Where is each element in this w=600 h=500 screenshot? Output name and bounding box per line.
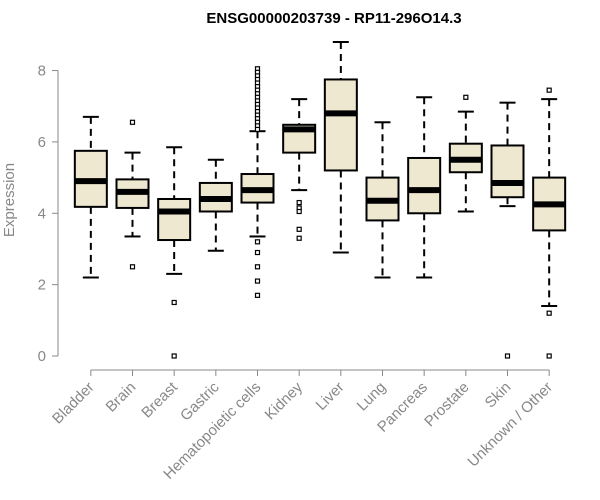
outlier-11-0	[546, 87, 552, 93]
x-tick-label-0: Bladder	[49, 379, 98, 428]
outlier-4-21	[254, 278, 261, 284]
y-tick-label-4: 8	[38, 63, 46, 80]
outlier-1-1	[129, 264, 136, 270]
outlier-5-3	[296, 226, 302, 232]
outlier-9-0	[463, 94, 469, 100]
outlier-4-22	[254, 292, 261, 298]
outlier-2-1	[171, 353, 177, 359]
x-tick-label-1: Brain	[103, 379, 140, 416]
box-5	[282, 98, 317, 241]
y-tick-label-1: 2	[38, 277, 46, 294]
box-rect-2	[157, 198, 192, 242]
box-4	[240, 66, 275, 298]
box-1	[115, 119, 150, 270]
box-6	[323, 41, 358, 254]
outlier-5-0	[296, 199, 302, 206]
outlier-2-0	[171, 299, 177, 306]
outlier-1-0	[129, 119, 136, 125]
outlier-4-18	[254, 239, 261, 245]
x-tick-label-10: Skin	[482, 379, 515, 412]
x-tick-label-7: Lung	[354, 379, 390, 415]
box-0	[73, 115, 108, 279]
y-tick-label-3: 6	[38, 134, 46, 151]
outlier-11-2	[546, 353, 552, 359]
y-tick-label-0: 0	[38, 348, 46, 365]
box-9	[448, 94, 483, 213]
boxes-group	[73, 41, 567, 359]
outlier-4-17	[254, 126, 261, 133]
outlier-4-19	[254, 249, 261, 256]
box-rect-8	[407, 156, 442, 215]
outlier-4-20	[254, 264, 261, 270]
chart-title: ENSG00000203739 - RP11-296O14.3	[206, 10, 461, 27]
box-10	[490, 101, 525, 359]
x-tick-label-6: Liver	[313, 379, 348, 414]
box-3	[198, 158, 233, 252]
box-2	[157, 146, 192, 359]
x-tick-label-5: Kidney	[262, 378, 307, 423]
box-rect-6	[323, 78, 358, 172]
y-tick-label-2: 4	[38, 205, 46, 222]
box-11	[532, 87, 567, 359]
outlier-10-0	[504, 353, 511, 359]
y-axis-label: Expression	[1, 163, 18, 237]
outlier-11-1	[546, 310, 552, 316]
outlier-5-4	[296, 235, 302, 241]
y-axis: 0 2 4 6 8	[38, 63, 59, 365]
outlier-5-2	[296, 208, 302, 215]
x-tick-label-2: Breast	[138, 378, 181, 421]
box-rect-10	[490, 144, 525, 199]
box-7	[365, 121, 400, 279]
box-8	[407, 96, 442, 279]
x-tick-label-9: Prostate	[421, 379, 473, 431]
